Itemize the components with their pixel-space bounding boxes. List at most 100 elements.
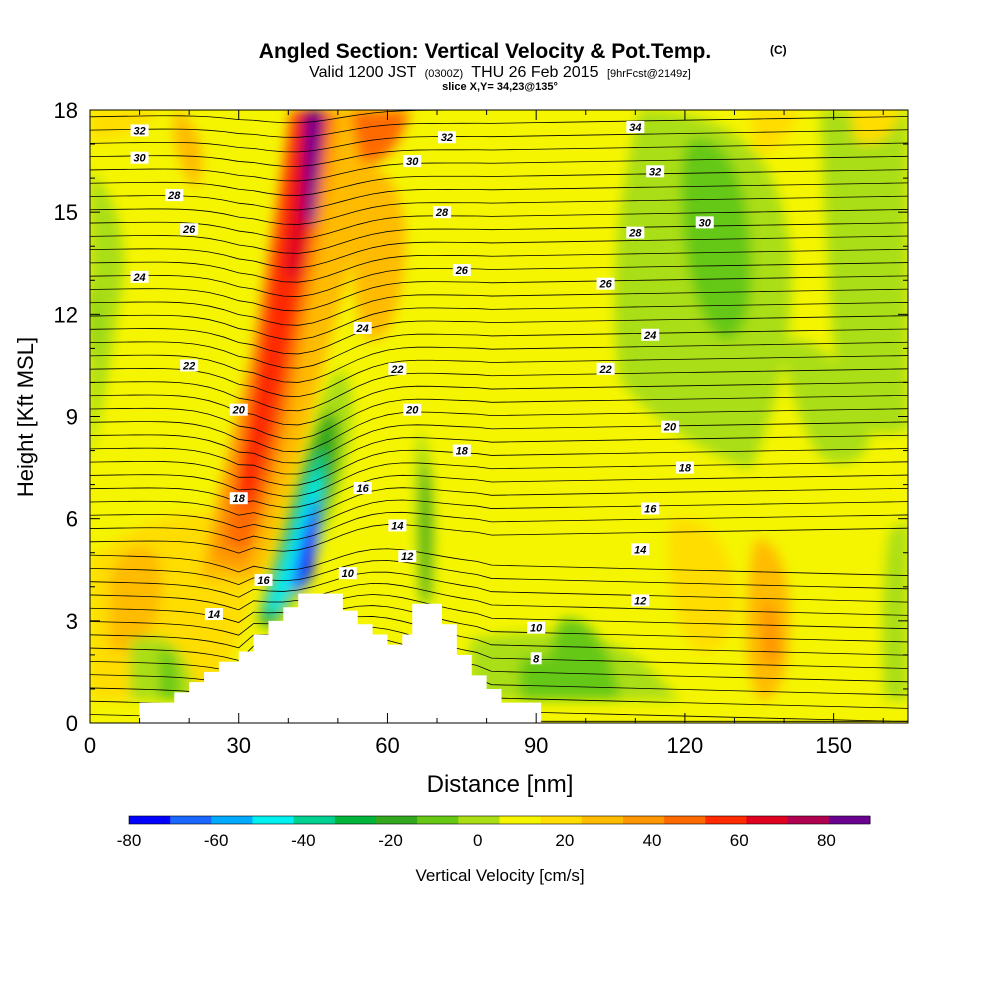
contour-label: 20: [403, 403, 422, 417]
terrain-mask: [90, 593, 908, 723]
colorbar-swatch: [170, 816, 212, 824]
subtitle-fcst: [9hrFcst@2149z]: [607, 68, 691, 80]
colorbar-tick-label: 80: [817, 831, 836, 850]
contour-label-text: 14: [391, 520, 403, 532]
contour-label-bg: [254, 573, 273, 586]
colorbar-swatch: [129, 816, 171, 824]
contour-label-bg: [646, 165, 665, 178]
subtitle-zulu: (0300Z): [425, 68, 464, 80]
plot-area: 32 30 28 26 24 22 20 18 16 14 32 30 28 26 24 22 20 18 16 14…: [90, 110, 908, 723]
contour-label-text: 30: [699, 217, 712, 229]
field-lowerleft-orange: [110, 546, 162, 652]
field-top-redorange: [350, 110, 410, 163]
colorbar-swatch: [581, 816, 624, 824]
contour-label-text: 24: [132, 272, 145, 284]
isentrope-line: [90, 328, 908, 369]
contour-label: 18: [452, 444, 471, 458]
contour-label-bg: [229, 492, 248, 505]
field-top-yellow: [750, 110, 800, 153]
colorbar-swatch: [623, 816, 665, 824]
contour-label-bg: [204, 608, 223, 621]
contour-label-bg: [388, 362, 407, 375]
y-tick-label: 12: [54, 302, 78, 327]
contour-label-text: 32: [441, 132, 453, 144]
x-axis: 0 30 60 90 120 150: [84, 110, 884, 758]
contour-label-bg: [353, 482, 372, 495]
contour-label-bg: [130, 151, 149, 164]
contour-label-bg: [596, 277, 615, 290]
contour-label-text: 18: [456, 446, 469, 458]
isentrope-line: [90, 341, 908, 383]
colorbar-tick-label: 40: [643, 831, 662, 850]
contour-label-bg: [452, 444, 471, 457]
contour-label-text: 14: [208, 609, 220, 621]
contour-label: 18: [229, 492, 248, 505]
contour-label: 34: [626, 121, 645, 134]
chart-title-mark: (C): [770, 43, 787, 57]
contour-label-text: 10: [342, 568, 355, 580]
colorbar-swatch: [252, 816, 295, 824]
isentrope-line: [90, 582, 908, 616]
colorbar-swatch: [787, 816, 830, 824]
x-tick-label: 0: [84, 733, 96, 758]
contour-label: 16: [641, 502, 660, 515]
chart-title: Angled Section: Vertical Velocity & Pot.…: [259, 40, 787, 63]
isentrope-line: [90, 315, 908, 355]
contour-label: 10: [338, 567, 357, 580]
contour-label-bg: [165, 189, 184, 202]
contour-label-bg: [229, 403, 248, 416]
contour-label-bg: [398, 550, 417, 563]
colorbar-tick-label: 20: [555, 831, 574, 850]
contour-label-bg: [675, 461, 694, 474]
isentrope-line: [90, 195, 908, 225]
contour-label-bg: [353, 321, 372, 334]
field-lowerright-yellow: [668, 518, 736, 652]
contour-label-bg: [641, 502, 660, 515]
contour-label-text: 16: [357, 483, 370, 495]
contour-label: 32: [130, 124, 149, 137]
y-tick-label: 3: [66, 609, 78, 634]
isentrope-line: [90, 560, 908, 590]
contour-label-bg: [437, 131, 456, 144]
isentrope-line: [90, 142, 908, 167]
velocity-field: [90, 110, 908, 700]
contour-label: 28: [165, 189, 184, 202]
colorbar-swatch: [828, 816, 871, 824]
colorbar-swatch: [417, 816, 459, 824]
theta-isentropes: [90, 110, 908, 722]
isentrope-line: [90, 487, 908, 519]
x-axis-title: Distance [nm]: [427, 771, 574, 798]
contour-label: 12: [398, 550, 417, 563]
contour-label-text: 26: [455, 265, 469, 277]
isentrope-line: [90, 499, 908, 530]
colorbar-swatch: [499, 816, 542, 824]
colorbar-frame: [128, 815, 871, 825]
isentrope-line: [90, 605, 908, 643]
contour-label: 30: [695, 216, 714, 229]
field-topright-yellow: [850, 110, 900, 144]
colorbar-tick-label: -80: [117, 831, 142, 850]
x-tick-label: 30: [226, 733, 250, 758]
contour-label: 14: [631, 543, 650, 556]
isentrope-line: [90, 511, 908, 541]
contour-label-text: 14: [634, 544, 646, 556]
contour-label-bg: [641, 328, 660, 341]
contour-label-text: 16: [257, 575, 270, 587]
contour-label-text: 30: [133, 153, 146, 165]
contour-label-text: 22: [182, 360, 195, 372]
isentrope-line: [90, 235, 908, 269]
contour-label: 32: [646, 165, 665, 178]
x-tick-label: 90: [524, 733, 548, 758]
isentrope-line: [90, 394, 908, 440]
contour-label-text: 12: [401, 551, 413, 563]
contour-label: 10: [527, 621, 546, 635]
contour-label-text: 18: [679, 463, 692, 475]
colorbar-swatch: [705, 816, 747, 824]
contour-label-bg: [403, 155, 422, 168]
isentrope-line: [90, 626, 908, 669]
colorbar-swatch: [293, 816, 336, 824]
contour-label: 24: [353, 321, 372, 335]
colorbar-tick-label: 60: [730, 831, 749, 850]
contour-label-bg: [130, 270, 149, 283]
